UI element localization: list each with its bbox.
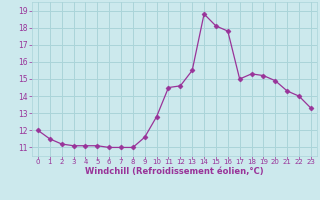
X-axis label: Windchill (Refroidissement éolien,°C): Windchill (Refroidissement éolien,°C) — [85, 167, 264, 176]
